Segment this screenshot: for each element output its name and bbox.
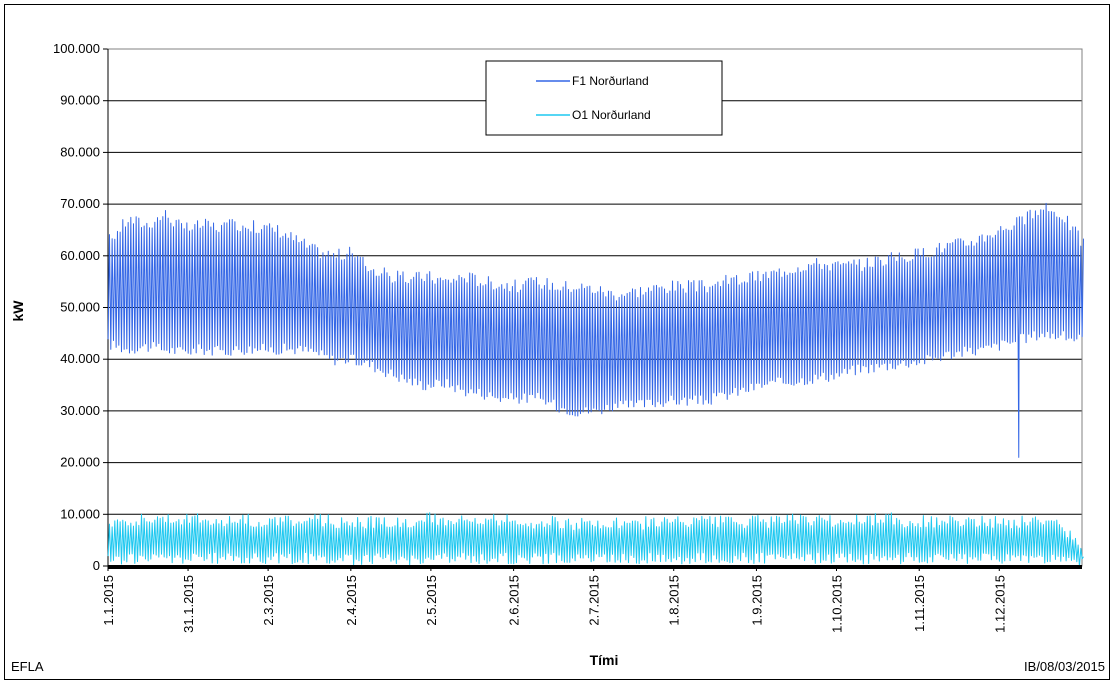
y-tick-label: 30.000 (60, 403, 100, 418)
chart-svg: 0 10.000 20.000 30.000 40.000 50.000 60.000 70.… (10, 41, 1105, 674)
footer-left-label: EFLA (11, 659, 44, 674)
series-line-o1 (107, 512, 1084, 568)
legend-box (485, 60, 723, 136)
y-tick-label: 20.000 (60, 455, 100, 470)
x-axis: 1.1.2015 31.1.2015 2.3.2015 2.4.2015 2.5.201… (101, 565, 1082, 633)
x-tick-label: 1.12.2015 (992, 575, 1007, 633)
x-tick-label: 31.1.2015 (181, 575, 196, 633)
footer-right-label: IB/08/03/2015 (1024, 659, 1105, 674)
series-line-f1 (107, 202, 1084, 458)
y-tick-label: 60.000 (60, 248, 100, 263)
y-tick-label: 0 (93, 558, 100, 573)
y-tick-label: 100.000 (53, 41, 100, 56)
x-tick-label: 1.9.2015 (749, 575, 764, 626)
chart-frame: 0 10.000 20.000 30.000 40.000 50.000 60.000 70.… (4, 4, 1110, 680)
x-tick-label: 2.3.2015 (261, 575, 276, 626)
series-layer (107, 202, 1084, 568)
legend: F1 Norðurland O1 Norðurland (485, 60, 723, 136)
x-tick-label: 1.8.2015 (667, 575, 682, 626)
y-tick-label: 10.000 (60, 506, 100, 521)
legend-label: F1 Norðurland (572, 74, 649, 88)
x-tick-label: 2.7.2015 (587, 575, 602, 626)
x-tick-label: 1.10.2015 (829, 575, 844, 633)
x-tick-label: 2.4.2015 (344, 575, 359, 626)
legend-label: O1 Norðurland (572, 108, 651, 122)
y-tick-labels: 0 10.000 20.000 30.000 40.000 50.000 60.000 70.… (53, 41, 100, 573)
y-tick-label: 70.000 (60, 196, 100, 211)
y-tick-label: 40.000 (60, 351, 100, 366)
y-tick-label: 50.000 (60, 300, 100, 315)
x-tick-label: 1.11.2015 (912, 575, 927, 632)
y-tick-label: 80.000 (60, 144, 100, 159)
y-tick-label: 90.000 (60, 93, 100, 108)
x-tick-label: 2.5.2015 (424, 575, 439, 626)
x-axis-title: Tími (590, 652, 619, 668)
x-tick-label: 1.1.2015 (101, 575, 116, 626)
y-axis-title: kW (10, 300, 26, 322)
x-tick-label: 2.6.2015 (507, 575, 522, 626)
